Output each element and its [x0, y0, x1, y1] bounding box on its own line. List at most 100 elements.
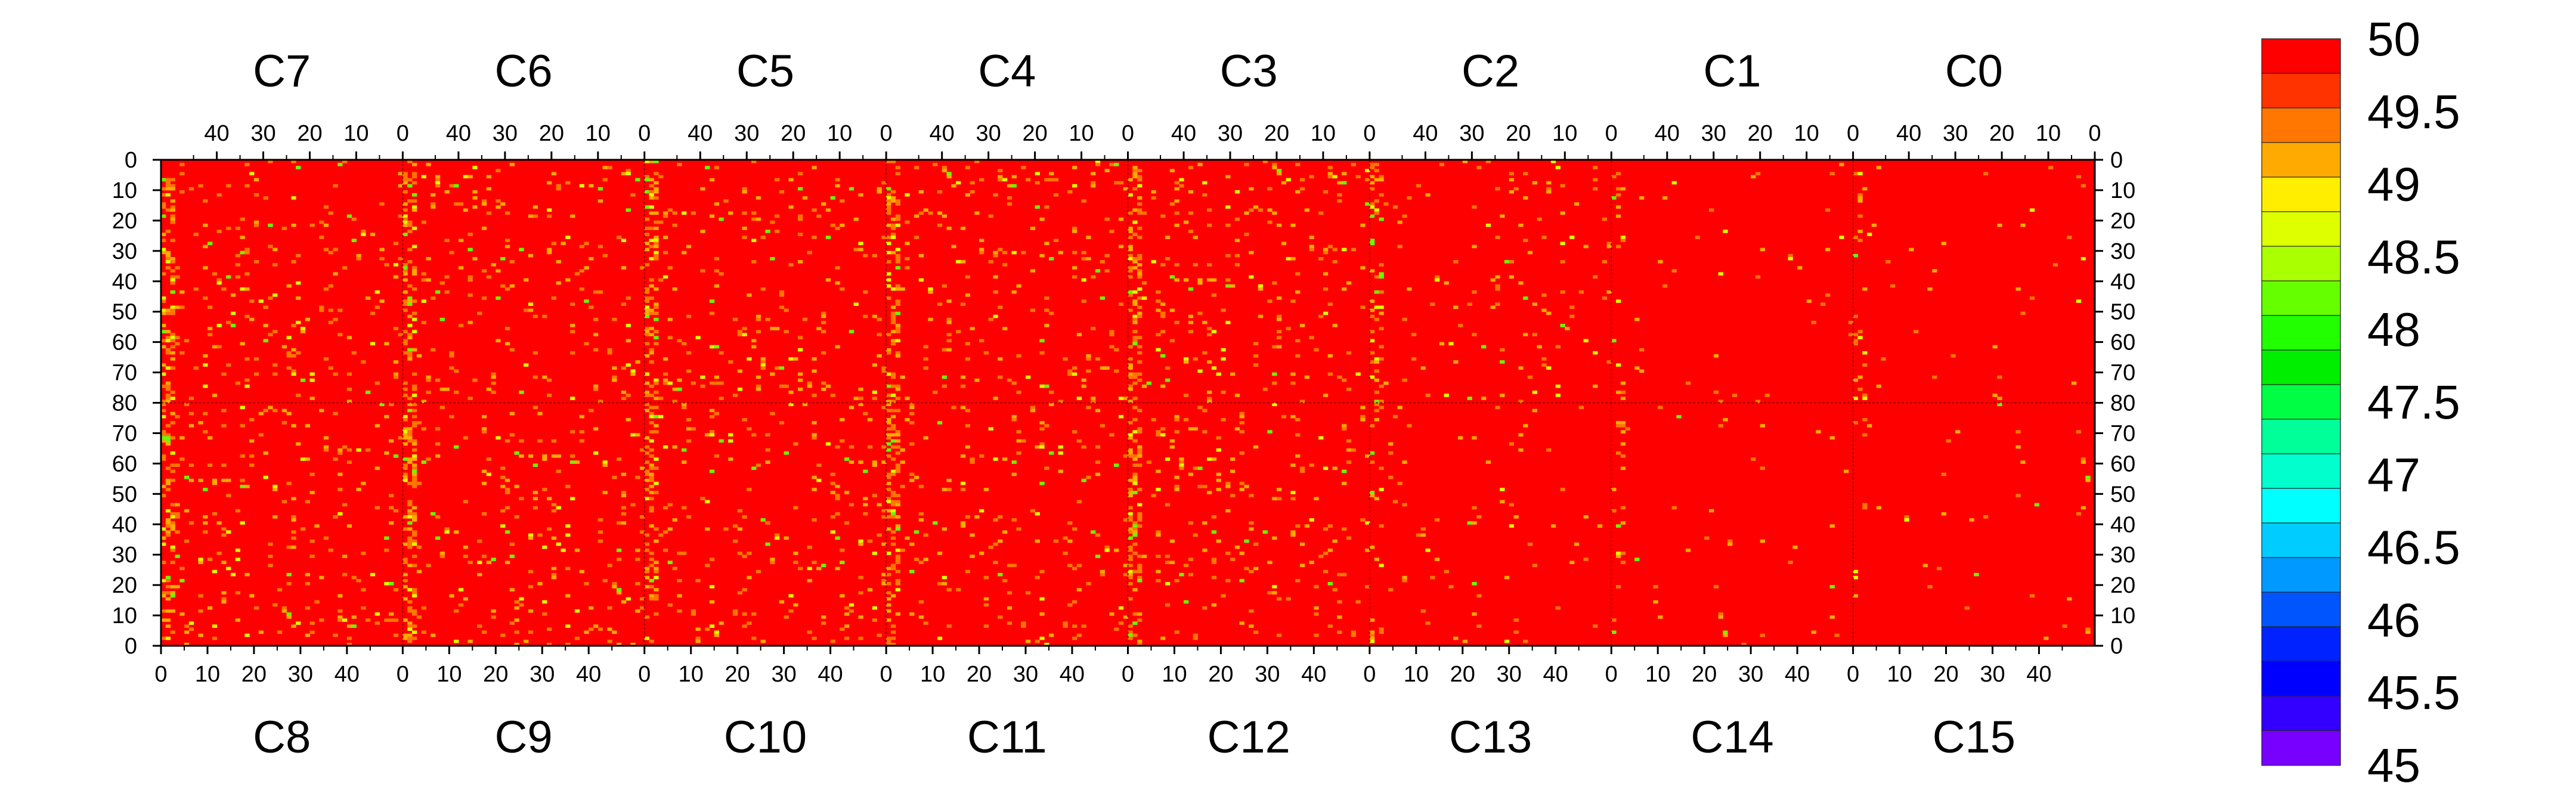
heat-cell [835, 445, 840, 449]
heat-cell [1072, 184, 1078, 188]
heat-cell [686, 427, 692, 431]
heat-cell [170, 269, 175, 273]
heat-cell [1174, 211, 1179, 215]
heat-cell [1365, 169, 1370, 172]
heat-cell [1402, 575, 1407, 580]
heat-cell [402, 190, 408, 194]
heat-cell [407, 606, 413, 610]
bottom-chip-labels: C8 C9 C10 C11 C12 C13 C14 C15 [253, 712, 2015, 763]
heat-cell [644, 575, 650, 580]
heat-cell [682, 448, 687, 452]
heat-cell [1286, 178, 1291, 182]
tick-label: 40 [930, 121, 955, 146]
heat-cell [742, 515, 747, 519]
heat-cell [872, 463, 877, 467]
heat-cell [993, 193, 998, 197]
heat-cell [1555, 606, 1561, 610]
heat-cell [212, 478, 218, 482]
heat-cell [1369, 630, 1375, 634]
heat-cell [216, 324, 222, 327]
heat-cell [621, 266, 627, 270]
heat-cell [198, 184, 203, 188]
heat-cell [407, 260, 413, 264]
heat-cell [686, 244, 692, 249]
heat-cell [1392, 500, 1398, 504]
heat-cell [1165, 366, 1171, 370]
heat-cell [1128, 636, 1133, 640]
heat-cell [1086, 236, 1091, 239]
heat-cell [208, 558, 213, 561]
heat-cell [1188, 558, 1194, 561]
heat-cell [1207, 263, 1212, 267]
heat-cell [1369, 181, 1375, 185]
heat-cell [812, 518, 817, 522]
heat-cell [1184, 600, 1189, 604]
heat-cell [1016, 284, 1021, 288]
heat-cell [412, 591, 417, 595]
heat-cell [528, 569, 534, 574]
heat-cell [537, 533, 543, 537]
heat-cell [644, 314, 650, 318]
heat-cell [454, 609, 459, 613]
heat-cell [221, 597, 227, 601]
heat-cell [170, 208, 175, 212]
heat-cell [886, 609, 891, 613]
heat-cell [226, 478, 231, 482]
heat-cell [742, 333, 747, 336]
heat-cell [1890, 284, 1896, 288]
heat-cell [1207, 397, 1212, 400]
heat-cell [1267, 561, 1272, 564]
heat-cell [886, 515, 891, 519]
tick-label: 40 [112, 270, 137, 295]
heat-cell [1369, 205, 1375, 209]
heat-cell [179, 163, 185, 166]
heat-cell [1184, 278, 1189, 282]
heat-cell [942, 527, 947, 531]
heat-cell [165, 433, 171, 436]
heat-cell [1184, 220, 1189, 224]
heat-cell [1323, 394, 1329, 397]
heat-cell [1369, 545, 1375, 549]
heat-cell [504, 561, 510, 564]
heat-cell [1620, 506, 1626, 510]
heat-cell [393, 372, 399, 376]
heat-cell [1081, 384, 1086, 388]
tick-label: 10 [2036, 121, 2061, 146]
heat-cell [532, 491, 538, 494]
heat-cell [1118, 621, 1124, 625]
heat-cell [1369, 460, 1375, 464]
heat-cell [1862, 287, 1868, 291]
heat-cell [291, 369, 296, 373]
tick-label: 0 [1847, 662, 1859, 687]
heat-cell [286, 336, 292, 339]
heat-cell [1207, 400, 1212, 403]
heat-cell [890, 636, 896, 640]
heat-cell [389, 618, 394, 622]
heat-cell [1523, 196, 1528, 200]
heat-cell [193, 366, 199, 370]
heat-cell [1072, 230, 1078, 233]
heat-cell [1039, 351, 1045, 355]
heat-cell [393, 633, 399, 637]
heat-cell [188, 397, 194, 400]
heat-cell [1030, 509, 1036, 513]
heat-cell [1174, 630, 1179, 634]
heat-cell [1165, 561, 1171, 564]
heat-cell [1132, 290, 1138, 294]
heat-cell [165, 397, 171, 400]
heat-cell [1049, 257, 1054, 261]
heat-cell [1337, 375, 1342, 379]
heat-cell [472, 205, 478, 209]
heat-cell [346, 388, 352, 391]
heat-cell [1151, 418, 1156, 422]
heat-cell [965, 166, 970, 169]
heat-cell [300, 378, 306, 382]
heat-cell [565, 485, 571, 488]
heat-cell [1132, 454, 1138, 458]
heat-cell [198, 421, 203, 425]
heat-cell [221, 478, 227, 482]
heat-cell [161, 247, 166, 252]
heat-cell [1323, 552, 1329, 555]
heat-cell [1383, 202, 1389, 206]
